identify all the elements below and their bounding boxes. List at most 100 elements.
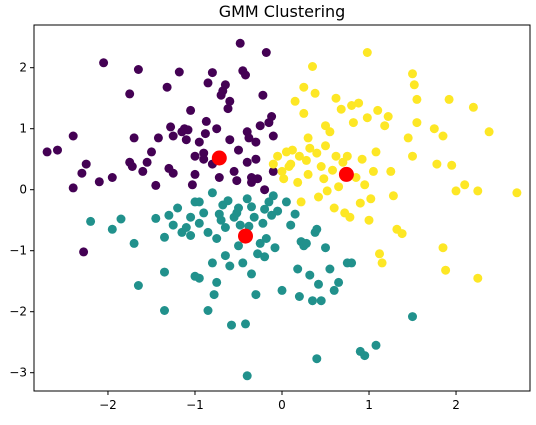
data-point: [277, 285, 287, 295]
chart-title: GMM Clustering: [219, 2, 346, 21]
data-point: [129, 238, 139, 248]
data-point: [512, 188, 522, 198]
data-point: [380, 121, 390, 131]
data-point: [345, 212, 355, 222]
data-point: [336, 104, 346, 114]
data-point: [207, 188, 217, 198]
data-point: [321, 243, 330, 253]
data-point: [107, 224, 117, 234]
data-point: [347, 258, 357, 268]
data-point: [294, 292, 304, 301]
data-point: [408, 151, 417, 161]
data-point: [354, 98, 364, 108]
data-point: [253, 174, 263, 184]
data-point: [303, 169, 313, 179]
data-point: [223, 196, 233, 206]
data-point: [334, 182, 344, 192]
data-point: [268, 131, 278, 141]
data-point: [305, 143, 315, 153]
data-point: [331, 151, 341, 161]
data-point: [212, 124, 222, 134]
x-axis: −2 −1 0 1 2: [99, 391, 460, 412]
data-point: [181, 135, 191, 145]
data-point: [125, 89, 135, 99]
data-point: [42, 147, 52, 157]
data-point: [183, 125, 193, 135]
data-point: [460, 180, 470, 190]
data-point: [375, 249, 384, 259]
data-point: [408, 69, 417, 79]
data-point: [225, 261, 235, 271]
data-point: [201, 116, 211, 126]
data-point: [403, 133, 413, 143]
data-point: [223, 104, 233, 114]
data-point: [242, 194, 252, 204]
data-point: [241, 319, 250, 329]
data-point: [334, 277, 344, 287]
data-point: [190, 169, 200, 179]
data-point: [258, 90, 268, 100]
data-point: [229, 166, 239, 176]
data-point: [371, 147, 381, 157]
data-point: [244, 221, 254, 231]
data-point: [397, 229, 407, 239]
data-point: [190, 151, 200, 161]
data-point: [168, 131, 178, 141]
data-point: [293, 177, 303, 187]
data-point: [329, 285, 339, 295]
data-point: [377, 258, 387, 268]
data-point: [305, 270, 315, 280]
data-point: [247, 202, 256, 212]
cluster-center: [238, 228, 253, 244]
data-point: [447, 160, 457, 170]
data-point: [386, 166, 396, 176]
data-point: [348, 118, 358, 128]
data-point: [247, 269, 256, 279]
data-point: [203, 306, 213, 315]
data-point: [153, 133, 163, 143]
data-point: [234, 203, 243, 213]
data-point: [186, 231, 196, 240]
centers-layer: [211, 150, 354, 244]
data-point: [138, 166, 148, 176]
data-point: [279, 174, 289, 184]
data-point: [77, 168, 87, 178]
y-tick-label: 0: [19, 183, 27, 197]
data-point: [260, 204, 270, 214]
data-point: [451, 186, 461, 196]
data-point: [299, 108, 309, 118]
data-point: [212, 234, 222, 243]
data-point: [287, 145, 297, 155]
data-point: [162, 82, 172, 92]
data-point: [331, 93, 341, 103]
data-point: [484, 127, 494, 137]
data-point: [308, 62, 317, 71]
data-point: [260, 252, 270, 262]
data-point: [251, 154, 261, 164]
data-point: [468, 102, 478, 112]
data-point: [268, 191, 278, 201]
data-point: [251, 137, 261, 147]
data-point: [174, 67, 184, 77]
data-point: [194, 137, 204, 147]
data-point: [242, 371, 252, 381]
data-point: [220, 251, 230, 261]
data-point: [260, 185, 270, 195]
data-point: [225, 96, 235, 106]
data-point: [388, 191, 398, 201]
data-point: [373, 105, 383, 115]
data-point: [316, 296, 326, 306]
data-point: [429, 124, 439, 134]
data-point: [360, 351, 370, 361]
y-tick-label: −2: [9, 305, 27, 319]
data-point: [99, 58, 109, 68]
data-point: [362, 113, 372, 123]
data-point: [325, 264, 335, 274]
data-point: [268, 166, 278, 176]
points-layer: [42, 38, 522, 381]
data-point: [68, 183, 78, 193]
data-point: [364, 215, 374, 225]
data-point: [355, 198, 365, 208]
data-point: [267, 112, 277, 121]
data-point: [216, 215, 226, 225]
